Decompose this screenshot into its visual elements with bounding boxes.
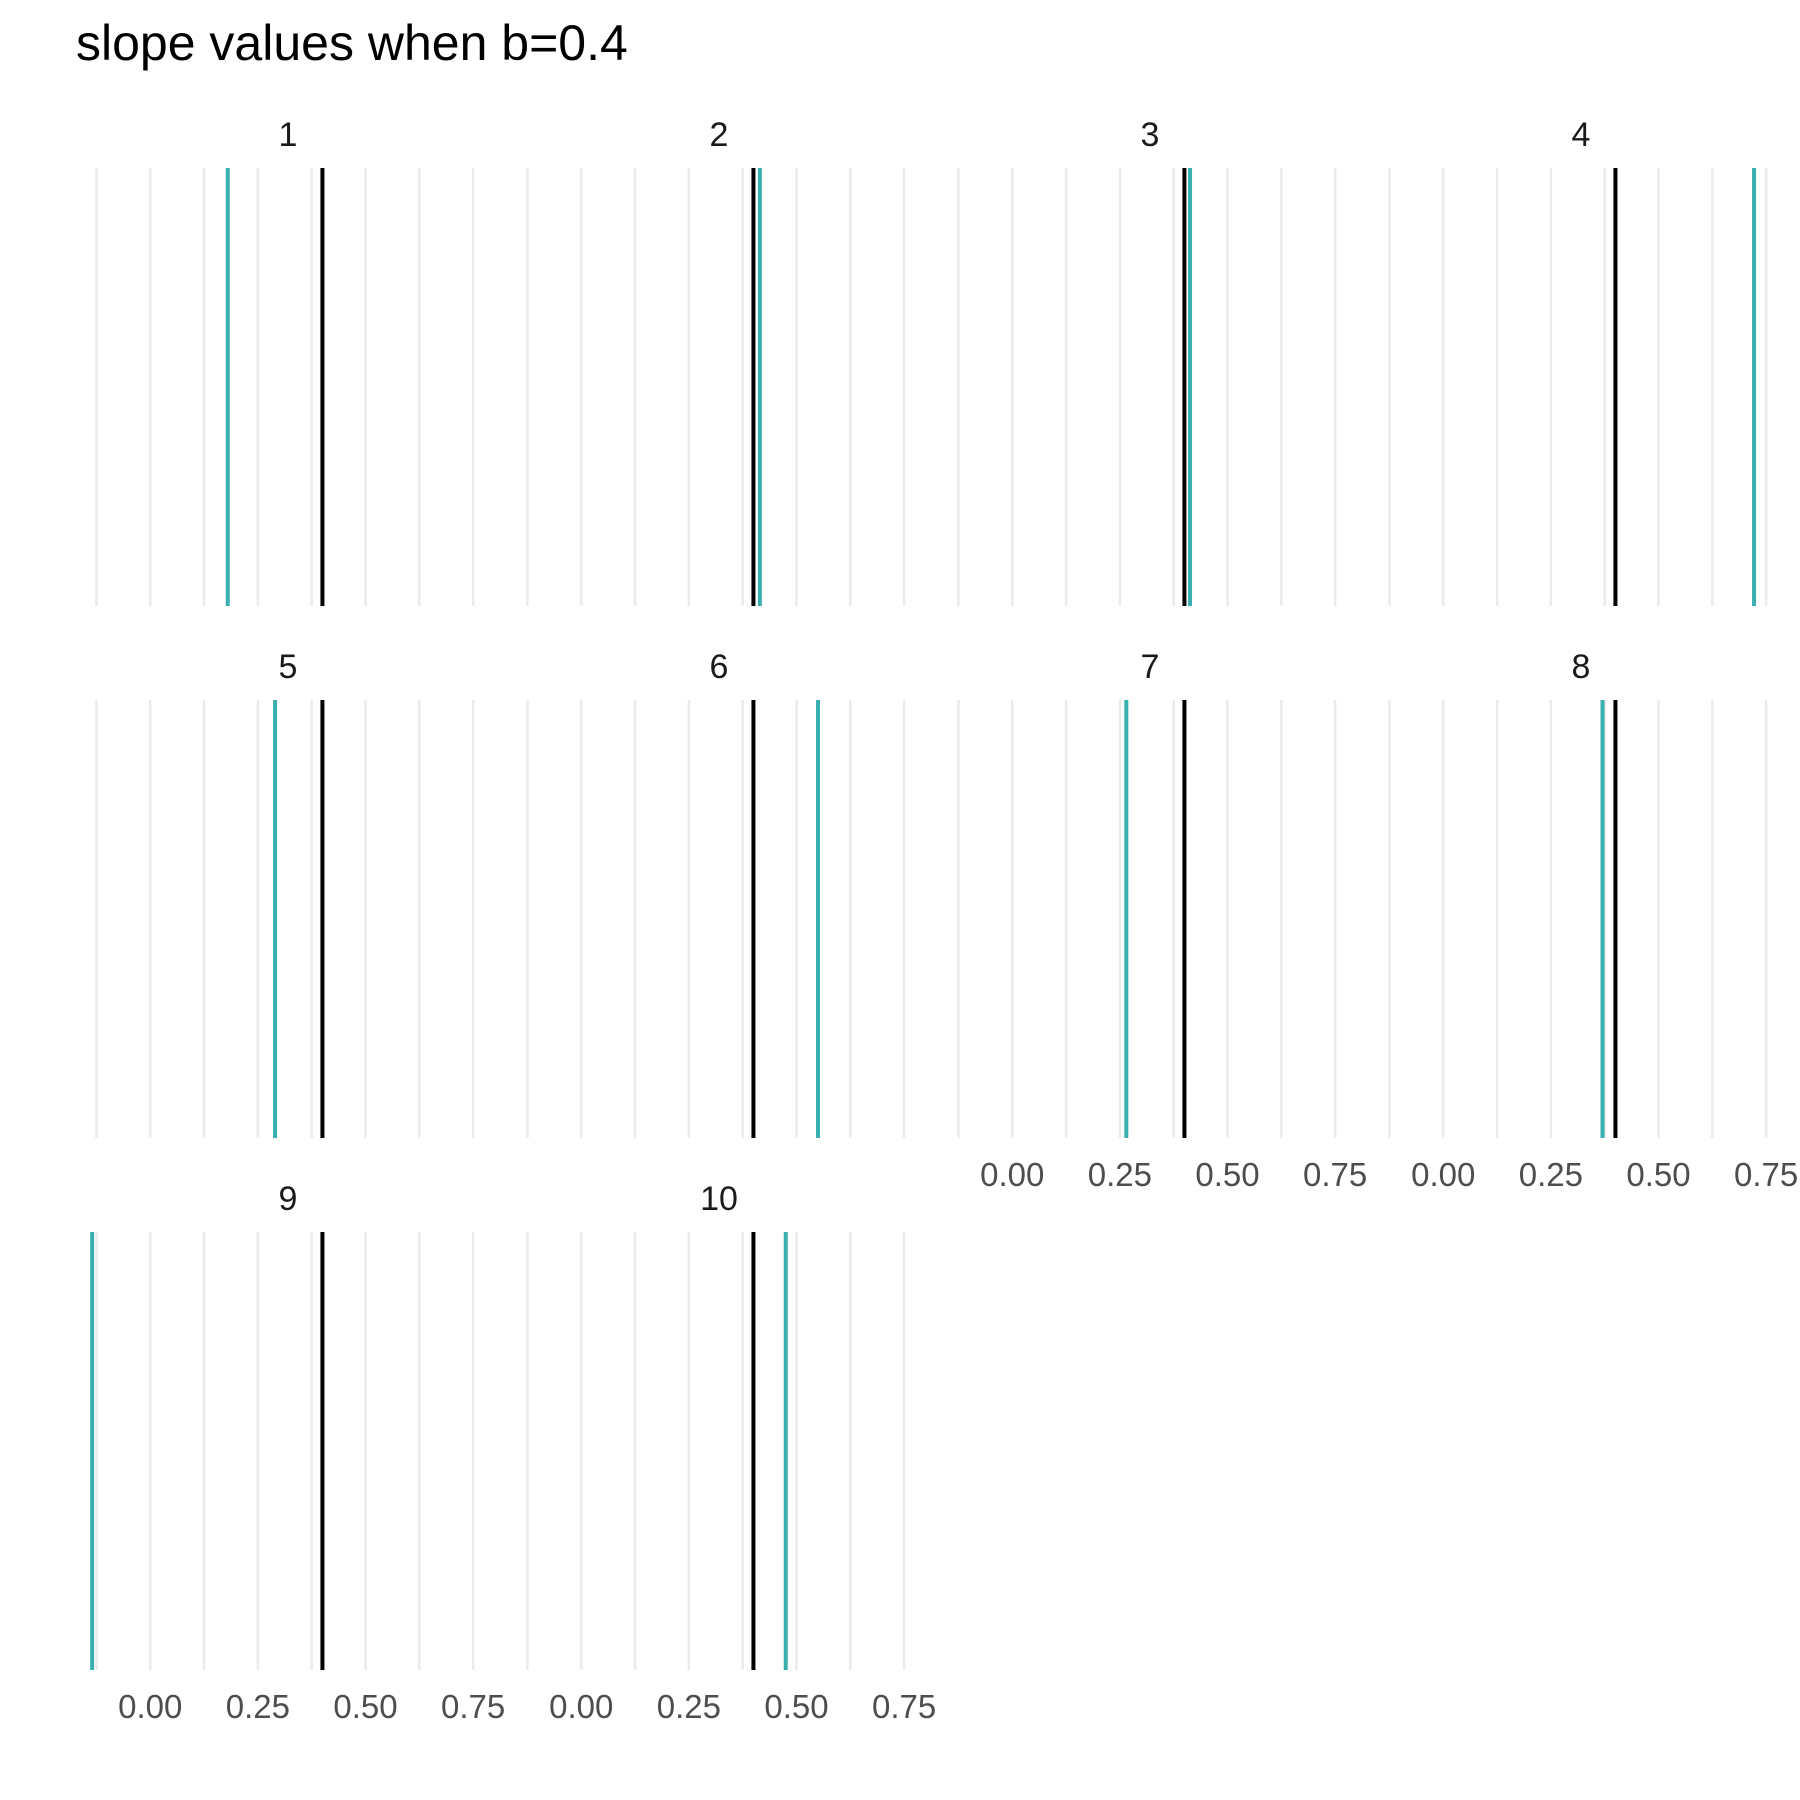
x-tick-label: 0.00 (980, 1156, 1044, 1193)
x-tick-label: 0.75 (441, 1688, 505, 1725)
panels-layer: 1 2 3 4 5 6 7 8 9 10 (90, 116, 1768, 1670)
x-tick-label: 0.75 (1303, 1156, 1367, 1193)
panel-label-5: 5 (279, 648, 298, 686)
chart-title: slope values when b=0.4 (76, 15, 628, 71)
facet-panel-1: 1 (95, 116, 475, 606)
facet-panel-4: 4 (1388, 116, 1768, 606)
facet-panel-9: 9 (90, 1180, 475, 1670)
panel-label-2: 2 (710, 116, 729, 154)
x-tick-label: 0.50 (1195, 1156, 1259, 1193)
x-tick-label: 0.50 (764, 1688, 828, 1725)
facet-panel-5: 5 (95, 648, 475, 1138)
panel-label-6: 6 (710, 648, 729, 686)
panel-label-4: 4 (1572, 116, 1591, 154)
x-tick-label: 0.25 (1519, 1156, 1583, 1193)
panel-label-8: 8 (1572, 648, 1591, 686)
x-tick-label: 0.75 (1734, 1156, 1798, 1193)
facet-panel-3: 3 (957, 116, 1337, 606)
x-tick-label: 0.25 (226, 1688, 290, 1725)
x-tick-label: 0.50 (333, 1688, 397, 1725)
panel-label-3: 3 (1141, 116, 1160, 154)
panel-label-10: 10 (700, 1180, 738, 1218)
axes-layer: 0.00 0.25 0.50 0.75 0.00 0.25 0.50 0.75 0.00 0.25… (118, 1156, 1798, 1725)
x-tick-label: 0.00 (1411, 1156, 1475, 1193)
x-tick-label: 0.00 (549, 1688, 613, 1725)
x-tick-label: 0.25 (1088, 1156, 1152, 1193)
facet-panel-10: 10 (526, 1180, 906, 1670)
panel-label-7: 7 (1141, 648, 1160, 686)
facet-panel-2: 2 (526, 116, 906, 606)
x-tick-label: 0.00 (118, 1688, 182, 1725)
x-tick-label: 0.75 (872, 1688, 936, 1725)
facet-panel-7: 7 (957, 648, 1337, 1138)
x-tick-label: 0.25 (657, 1688, 721, 1725)
panel-label-9: 9 (279, 1180, 298, 1218)
panel-label-1: 1 (279, 116, 298, 154)
facet-panel-8: 8 (1388, 648, 1768, 1138)
x-tick-label: 0.50 (1626, 1156, 1690, 1193)
facet-panel-6: 6 (526, 648, 906, 1138)
